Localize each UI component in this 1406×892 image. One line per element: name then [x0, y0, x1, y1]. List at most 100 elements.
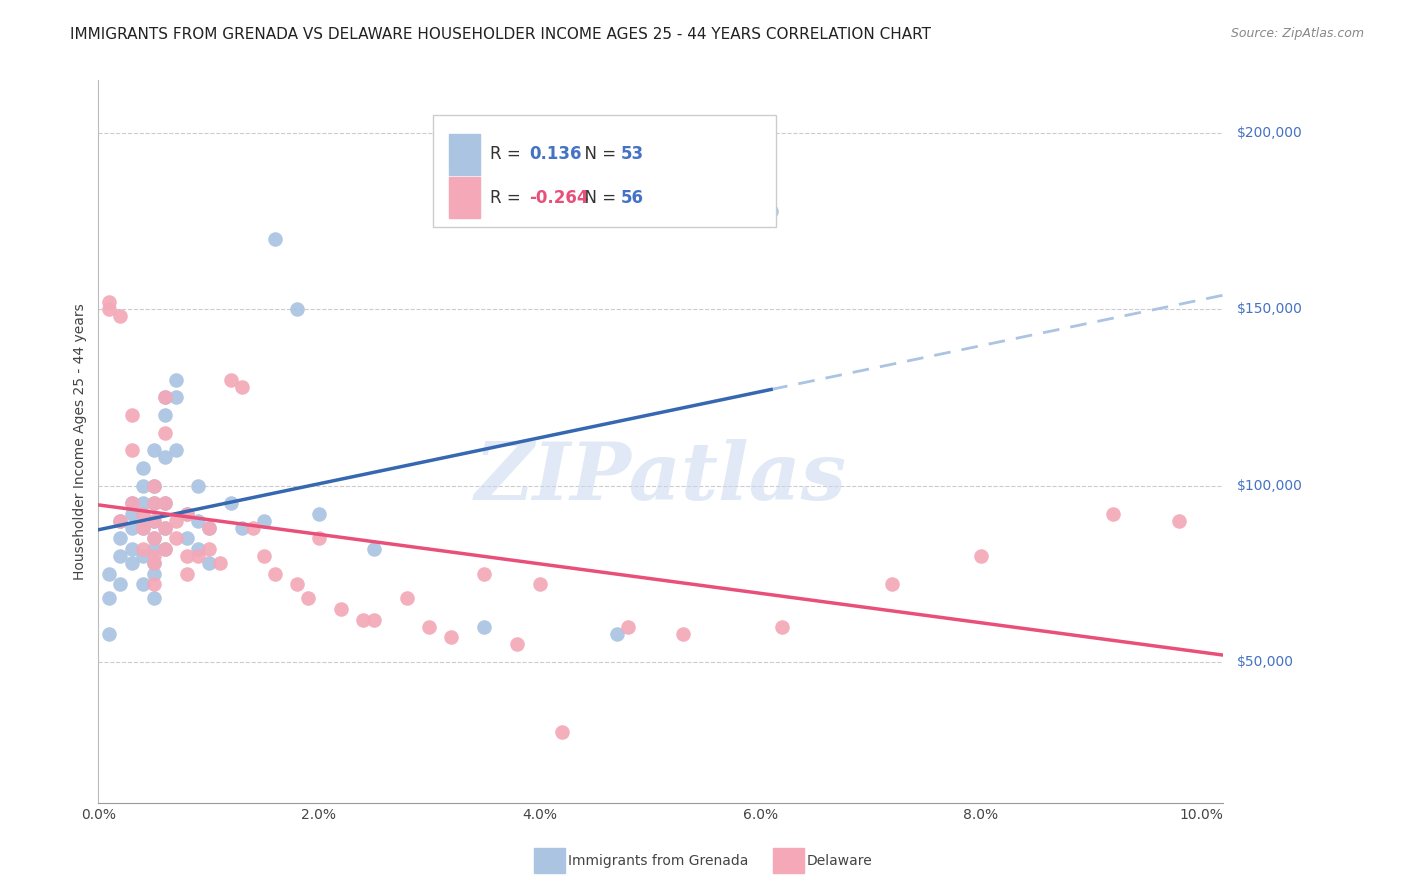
- Point: [153, 496, 176, 510]
- Point: [208, 556, 231, 570]
- Point: [131, 507, 153, 521]
- Text: $200,000: $200,000: [1237, 126, 1303, 140]
- Point: [142, 542, 165, 557]
- Point: [352, 613, 374, 627]
- Point: [131, 549, 153, 563]
- Text: $100,000: $100,000: [1237, 479, 1303, 492]
- Text: Source: ZipAtlas.com: Source: ZipAtlas.com: [1230, 27, 1364, 40]
- Point: [418, 619, 440, 633]
- Point: [121, 408, 143, 422]
- Text: IMMIGRANTS FROM GRENADA VS DELAWARE HOUSEHOLDER INCOME AGES 25 - 44 YEARS CORREL: IMMIGRANTS FROM GRENADA VS DELAWARE HOUS…: [70, 27, 931, 42]
- Text: -0.264: -0.264: [529, 189, 589, 207]
- Point: [153, 450, 176, 465]
- Text: ZIPatlas: ZIPatlas: [475, 439, 846, 516]
- Text: $50,000: $50,000: [1237, 655, 1294, 669]
- Point: [110, 549, 132, 563]
- Point: [176, 566, 198, 581]
- Point: [474, 566, 496, 581]
- Point: [176, 549, 198, 563]
- Point: [131, 461, 153, 475]
- Point: [187, 514, 209, 528]
- Point: [142, 532, 165, 546]
- Point: [98, 591, 121, 606]
- Point: [98, 626, 121, 640]
- Point: [969, 549, 991, 563]
- Point: [363, 542, 385, 557]
- Point: [1168, 514, 1191, 528]
- Point: [165, 391, 187, 405]
- Point: [330, 602, 353, 616]
- Point: [121, 496, 143, 510]
- Point: [242, 521, 264, 535]
- Point: [882, 577, 904, 591]
- Text: 56: 56: [620, 189, 644, 207]
- Point: [153, 542, 176, 557]
- Point: [142, 514, 165, 528]
- Point: [153, 391, 176, 405]
- Point: [231, 380, 253, 394]
- Point: [121, 521, 143, 535]
- Point: [121, 556, 143, 570]
- Point: [219, 373, 242, 387]
- Point: [285, 577, 308, 591]
- Point: [219, 496, 242, 510]
- Point: [142, 556, 165, 570]
- Text: $150,000: $150,000: [1237, 302, 1303, 317]
- Point: [529, 577, 551, 591]
- Point: [263, 232, 285, 246]
- Point: [153, 521, 176, 535]
- Point: [142, 577, 165, 591]
- Point: [759, 203, 782, 218]
- Point: [165, 532, 187, 546]
- Point: [131, 521, 153, 535]
- Point: [176, 507, 198, 521]
- Point: [142, 566, 165, 581]
- Point: [142, 532, 165, 546]
- Point: [153, 521, 176, 535]
- Point: [187, 542, 209, 557]
- Point: [142, 556, 165, 570]
- Point: [110, 514, 132, 528]
- Text: N =: N =: [574, 145, 621, 163]
- Text: N =: N =: [574, 189, 621, 207]
- Point: [197, 521, 219, 535]
- Point: [308, 532, 330, 546]
- Point: [121, 507, 143, 521]
- Point: [110, 532, 132, 546]
- Point: [672, 626, 695, 640]
- Point: [197, 521, 219, 535]
- Point: [176, 532, 198, 546]
- Point: [231, 521, 253, 535]
- Point: [165, 514, 187, 528]
- Text: Delaware: Delaware: [807, 854, 873, 868]
- Point: [142, 549, 165, 563]
- Text: R =: R =: [489, 145, 526, 163]
- Point: [308, 507, 330, 521]
- Point: [142, 478, 165, 492]
- Point: [98, 302, 121, 317]
- Point: [142, 443, 165, 458]
- Point: [550, 725, 572, 739]
- Point: [770, 619, 793, 633]
- Point: [142, 496, 165, 510]
- Point: [131, 478, 153, 492]
- Point: [121, 542, 143, 557]
- Point: [187, 549, 209, 563]
- Point: [197, 556, 219, 570]
- Point: [297, 591, 319, 606]
- Point: [616, 619, 638, 633]
- Point: [142, 478, 165, 492]
- Point: [110, 514, 132, 528]
- Point: [121, 496, 143, 510]
- Point: [176, 507, 198, 521]
- Point: [285, 302, 308, 317]
- Text: 0.136: 0.136: [529, 145, 582, 163]
- Point: [142, 496, 165, 510]
- Point: [121, 443, 143, 458]
- Point: [131, 577, 153, 591]
- Point: [131, 542, 153, 557]
- Text: R =: R =: [489, 189, 526, 207]
- Point: [110, 310, 132, 324]
- Point: [165, 373, 187, 387]
- Point: [474, 619, 496, 633]
